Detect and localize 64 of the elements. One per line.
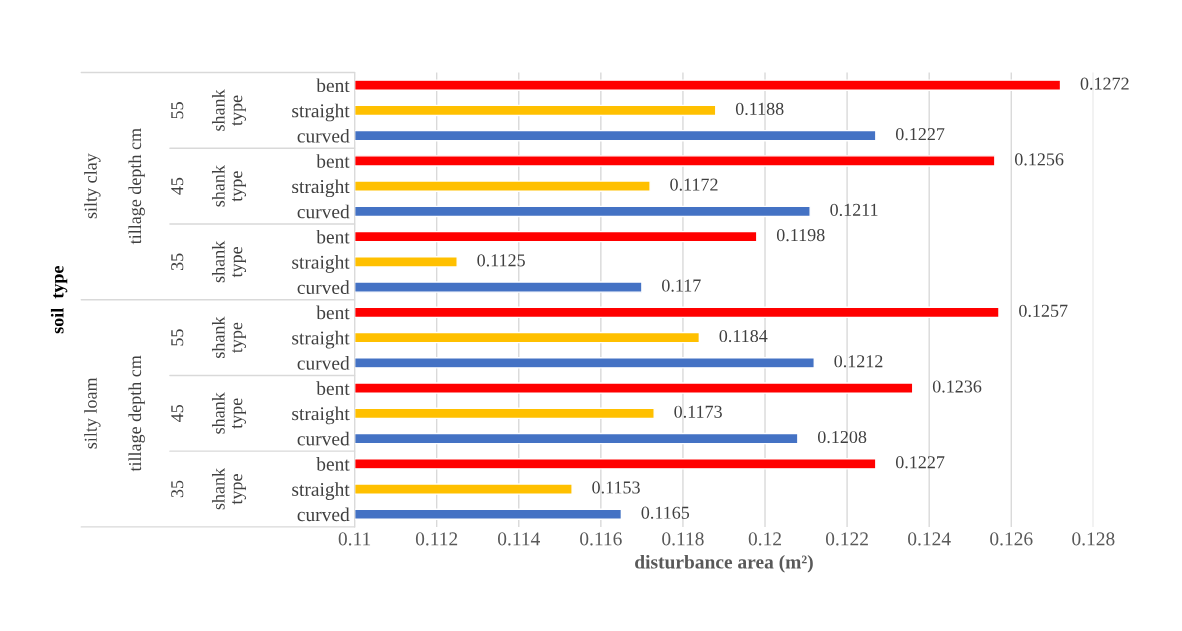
data-label: 0.1236 (932, 380, 982, 393)
y-tick-label: curved (297, 280, 350, 295)
text: shank type (211, 165, 247, 207)
x-tick-label: 0.118 (662, 532, 704, 546)
y-tick-label: bent (316, 78, 350, 93)
text: 45 (171, 404, 184, 422)
y-tick-label: curved (297, 204, 350, 219)
data-label: 0.1272 (1080, 77, 1129, 90)
x-axis-title: disturbance area (m²) (635, 554, 813, 573)
x-tick-label: 0.128 (1072, 532, 1115, 546)
data-label: 0.1198 (776, 228, 825, 242)
text: 35 (171, 253, 184, 271)
text: shank type (211, 240, 247, 283)
y-tick-label: straight (292, 103, 350, 122)
x-tick-label: 0.126 (990, 532, 1033, 546)
y-tick-label: bent (316, 305, 350, 320)
data-label: 0.1172 (670, 178, 718, 191)
y-tick-label: bent (316, 381, 350, 395)
text: shank type (211, 316, 247, 358)
data-label: 0.1188 (735, 102, 784, 116)
x-tick-label: 0.11 (338, 532, 371, 546)
y-tick-label: straight (292, 179, 350, 198)
data-label: 0.117 (662, 279, 701, 292)
x-tick-label: 0.122 (825, 532, 868, 546)
x-tick-label: 0.12 (748, 532, 781, 546)
text: tillage depth cm (128, 355, 145, 472)
text: 35 (171, 480, 184, 498)
text: shank type (211, 89, 247, 131)
text: 45 (171, 177, 184, 195)
text: 55 (171, 329, 184, 346)
y-tick-label: curved (297, 356, 350, 370)
y-tick-label: bent (316, 229, 350, 244)
x-tick-label: 0.124 (908, 532, 951, 546)
data-label: 0.1256 (1014, 153, 1064, 166)
y-tick-label: straight (292, 330, 350, 349)
data-label: 0.1153 (592, 481, 640, 494)
text: tillage depth cm (128, 128, 145, 245)
data-label: 0.1184 (719, 329, 768, 343)
x-tick-label: 0.114 (498, 532, 540, 546)
text: soil type (50, 266, 68, 334)
y-tick-label: curved (297, 128, 350, 143)
y-tick-label: bent (316, 154, 350, 168)
y-tick-label: curved (297, 507, 350, 522)
data-label: 0.1212 (834, 355, 883, 368)
data-label: 0.1227 (895, 456, 945, 469)
x-tick-label: 0.116 (580, 532, 622, 546)
data-label: 0.1165 (641, 506, 690, 519)
y-tick-label: bent (316, 457, 350, 471)
x-tick-label: 0.112 (415, 532, 458, 546)
text: shank type (211, 392, 247, 434)
data-label: 0.1227 (895, 128, 945, 141)
data-label: 0.1125 (477, 254, 525, 267)
y-tick-label: straight (292, 255, 350, 273)
y-tick-label: straight (292, 406, 350, 425)
text: silty clay (84, 153, 101, 219)
data-label: 0.1257 (1019, 304, 1068, 317)
text: silty loam (84, 377, 101, 449)
text: shank type (211, 467, 247, 510)
y-tick-label: curved (297, 431, 350, 446)
data-label: 0.1208 (817, 430, 867, 444)
y-tick-label: straight (292, 482, 350, 500)
data-label: 0.1173 (674, 405, 722, 418)
data-label: 0.1211 (830, 203, 878, 216)
text: 55 (171, 102, 184, 119)
